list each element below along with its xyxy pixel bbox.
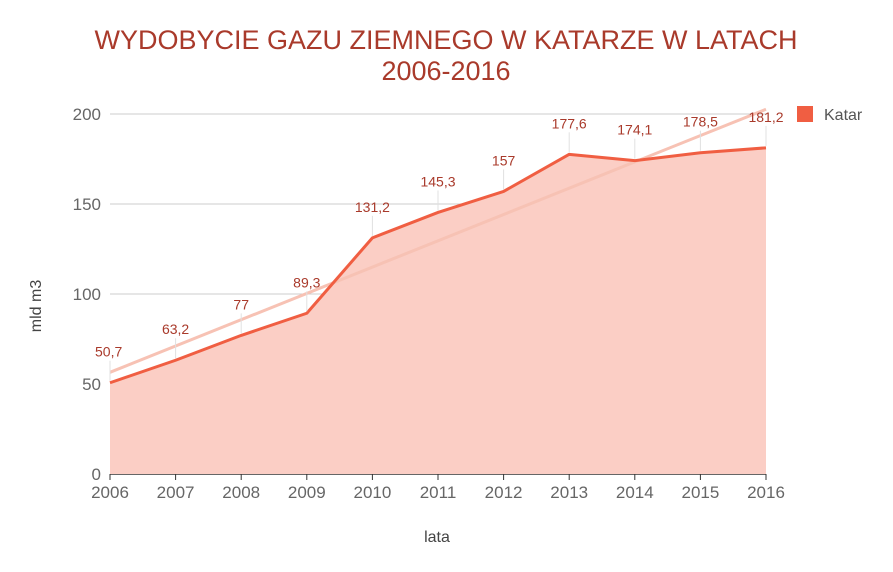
x-tick-label: 2014: [616, 483, 654, 502]
x-tick-label: 2006: [91, 483, 129, 502]
data-label: 174,1: [617, 122, 652, 138]
legend-swatch-katar: [797, 106, 813, 122]
legend[interactable]: Katar: [797, 106, 863, 124]
y-tick-labels: 0 50 100 150 200: [73, 105, 101, 484]
label-leaders: [109, 125, 767, 381]
x-tick-label: 2008: [222, 483, 260, 502]
series-area-katar: [110, 147, 766, 474]
y-tick-label: 200: [73, 105, 101, 124]
data-label: 157: [492, 152, 516, 168]
data-label: 77: [233, 296, 249, 312]
y-tick-label: 100: [73, 285, 101, 304]
data-label: 89,3: [293, 274, 320, 290]
y-tick-label: 50: [82, 375, 101, 394]
x-tick-label: 2016: [747, 483, 785, 502]
data-label: 178,5: [683, 114, 718, 130]
chart-title-line-1: WYDOBYCIE GAZU ZIEMNEGO W KATARZE W LATA…: [94, 25, 797, 55]
series-line-katar: [109, 146, 767, 385]
legend-label-katar: Katar: [824, 107, 863, 124]
y-tick-label: 0: [92, 465, 101, 484]
x-tick-label: 2009: [288, 483, 326, 502]
data-labels: 50,7 63,2 77 89,3 131,2 145,3 157 177,6 174,1 178…: [95, 109, 784, 360]
data-label: 131,2: [355, 199, 390, 215]
trendline-layer: [109, 107, 767, 374]
data-label: 50,7: [95, 344, 122, 360]
x-tick-label: 2007: [157, 483, 195, 502]
data-label: 181,2: [748, 109, 783, 125]
x-tick-label: 2012: [485, 483, 523, 502]
data-label: 177,6: [552, 115, 587, 131]
y-axis-title: mld m3: [28, 280, 45, 333]
data-label: 63,2: [162, 321, 189, 337]
chart-title-line-2: 2006-2016: [381, 56, 510, 86]
x-tick-label: 2010: [353, 483, 391, 502]
area-layer: [110, 147, 766, 474]
x-tick-labels: 2006 2007 2008 2009 2010 2011 2012 2013 2014 2015…: [91, 474, 785, 502]
x-axis-title: lata: [424, 529, 450, 546]
trendline: [109, 107, 767, 374]
y-tick-label: 150: [73, 195, 101, 214]
x-tick-label: 2015: [681, 483, 719, 502]
x-tick-label: 2011: [420, 483, 457, 502]
x-tick-label: 2013: [550, 483, 588, 502]
series-line-layer: [109, 146, 767, 385]
data-label: 145,3: [420, 173, 455, 189]
